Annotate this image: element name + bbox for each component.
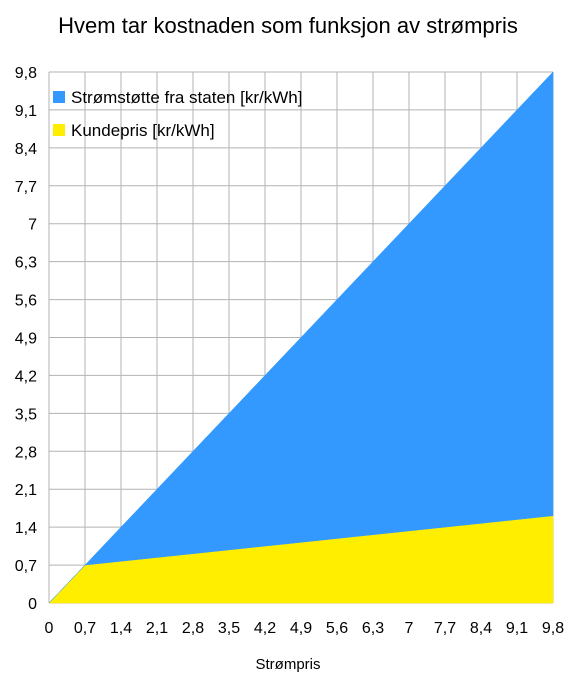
chart-title: Hvem tar kostnaden som funksjon av strøm…	[58, 13, 518, 38]
x-tick-label: 1,4	[110, 620, 132, 637]
y-tick-label: 5,6	[15, 293, 37, 310]
series-area-1	[48, 71, 554, 604]
x-tick-label: 2,1	[146, 620, 168, 637]
x-tick-label: 9,8	[542, 620, 564, 637]
y-tick-label: 4,2	[15, 368, 37, 385]
legend: Strømstøtte fra staten [kr/kWh] Kundepris…	[53, 88, 302, 140]
y-tick-label: 3,5	[15, 406, 37, 423]
legend-swatch	[53, 124, 65, 136]
legend-label: Strømstøtte fra staten [kr/kWh]	[71, 88, 302, 107]
x-tick-label: 2,8	[182, 620, 204, 637]
x-tick-label: 7,7	[434, 620, 456, 637]
y-tick-label: 0	[28, 596, 37, 613]
legend-label: Kundepris [kr/kWh]	[71, 121, 215, 140]
y-tick-label: 2,1	[15, 482, 37, 499]
y-tick-label: 7,7	[15, 179, 37, 196]
y-tick-label: 8,4	[15, 141, 37, 158]
x-tick-label: 4,9	[290, 620, 312, 637]
y-tick-label: 1,4	[15, 520, 37, 537]
y-tick-label: 9,8	[15, 65, 37, 82]
x-tick-label: 8,4	[470, 620, 492, 637]
x-tick-label: 9,1	[506, 620, 528, 637]
x-tick-label: 4,2	[254, 620, 276, 637]
plot-areas	[48, 71, 554, 604]
x-tick-label: 7	[405, 620, 414, 637]
tick-labels: 0 0,7 1,4 2,1 2,8 3,5 4,2 4,9 5,6 6,3 7 7,7 8,4 9,1 9,…	[15, 65, 564, 637]
x-axis-label: Strømpris	[256, 656, 321, 673]
y-tick-label: 7	[28, 217, 37, 234]
legend-swatch	[53, 91, 65, 103]
x-tick-label: 3,5	[218, 620, 240, 637]
y-tick-label: 2,8	[15, 444, 37, 461]
x-tick-label: 0,7	[74, 620, 96, 637]
y-tick-label: 0,7	[15, 558, 37, 575]
y-tick-label: 4,9	[15, 331, 37, 348]
x-tick-label: 5,6	[326, 620, 348, 637]
y-tick-label: 6,3	[15, 255, 37, 272]
y-tick-label: 9,1	[15, 103, 37, 120]
x-tick-label: 0	[45, 620, 54, 637]
x-tick-label: 6,3	[362, 620, 384, 637]
